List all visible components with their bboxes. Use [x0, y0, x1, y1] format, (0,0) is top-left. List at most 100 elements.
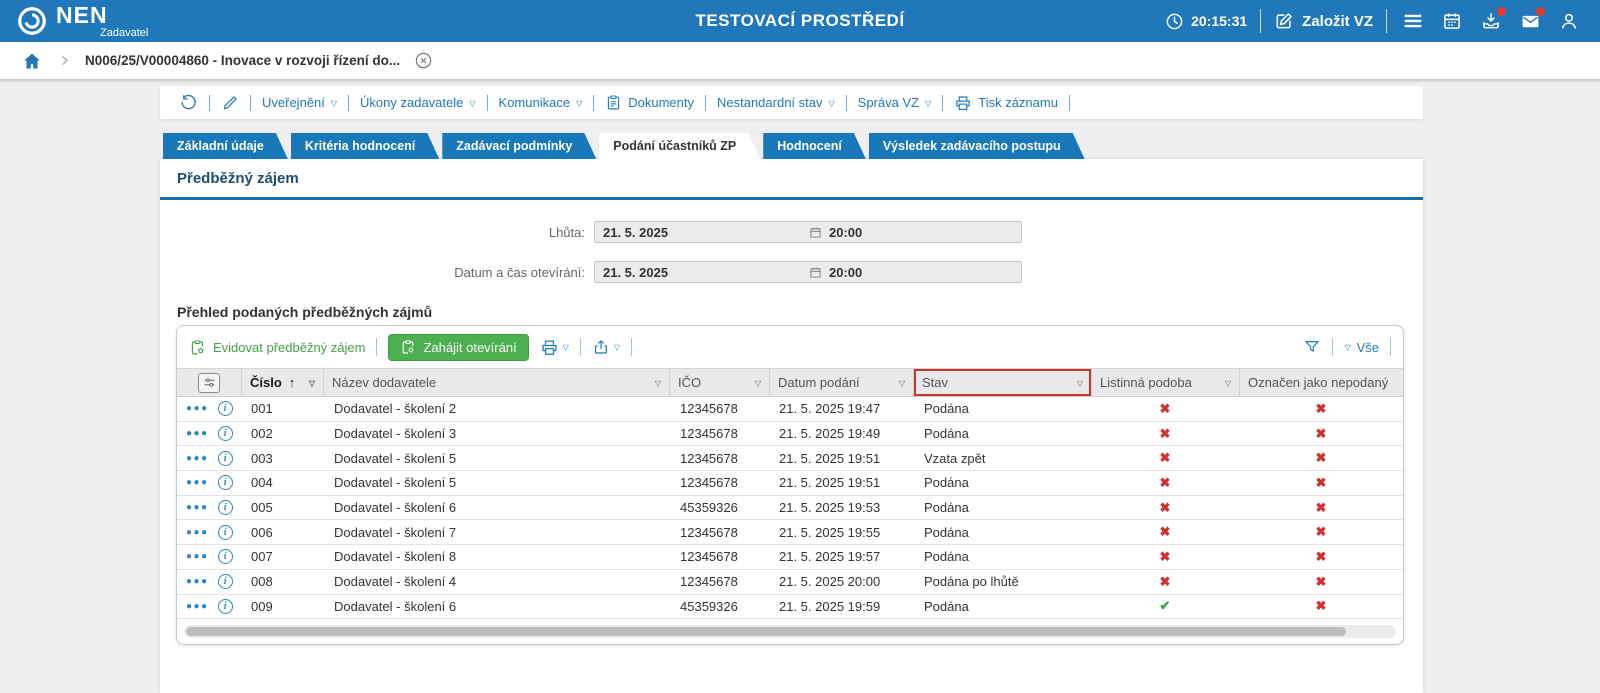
info-icon[interactable]: i [217, 524, 233, 540]
info-icon[interactable]: i [217, 426, 233, 442]
horizontal-scrollbar[interactable] [184, 625, 1396, 639]
cell-cislo: 003 [251, 450, 273, 466]
cell-listinna-mark: ✖ [1159, 425, 1171, 441]
zahajit-oteviranie-button[interactable]: Zahájit otevírání [388, 333, 529, 361]
chevron-down-icon: ▽ [330, 98, 338, 108]
lhuta-field[interactable]: 21. 5. 2025 20:00 [594, 221, 1022, 243]
info-icon[interactable]: i [217, 450, 233, 466]
oteviranie-date-value[interactable]: 21. 5. 2025 [603, 264, 669, 280]
info-icon[interactable]: i [217, 598, 233, 614]
table-row[interactable]: ●●● i 001 Dodavatel - školení 2 12345678… [177, 397, 1403, 422]
session-time: 20:15:31 [1191, 13, 1248, 29]
menu-tisk-zaznamu[interactable]: Tisk záznamu [943, 94, 1069, 112]
export-button[interactable]: ▽ [592, 338, 620, 356]
print-list-button[interactable]: ▽ [540, 338, 569, 357]
info-icon[interactable]: i [217, 500, 233, 516]
tab-vysledek-zadavaciho-postupu[interactable]: Výsledek zadávacího postupu [869, 133, 1085, 159]
tab-podani-ucastniku-zp[interactable]: Podání účastníků ZP [599, 133, 760, 159]
table-row[interactable]: ●●● i 003 Dodavatel - školení 5 12345678… [177, 446, 1403, 472]
row-actions-icon[interactable]: ●●● [186, 551, 209, 563]
menu-dokumenty[interactable]: Dokumenty [594, 94, 705, 111]
brand-name: NEN [56, 1, 108, 28]
export-icon [592, 338, 610, 356]
table-row[interactable]: ●●● i 004 Dodavatel - školení 5 12345678… [177, 471, 1403, 496]
column-header-stav[interactable]: Stav ▽ [913, 369, 1091, 396]
document-icon [605, 94, 622, 111]
tab-zakladni-udaje[interactable]: Základní údaje [163, 133, 288, 159]
cell-listinna-mark: ✖ [1159, 573, 1171, 589]
edit-record-button[interactable] [210, 94, 250, 112]
row-actions-icon[interactable]: ●●● [186, 428, 209, 440]
menu-uverejneni[interactable]: Uveřejnění ▽ [262, 95, 338, 110]
row-actions-icon[interactable]: ●●● [186, 477, 209, 489]
menu-komunikace[interactable]: Komunikace ▽ [498, 95, 583, 110]
row-actions-icon[interactable]: ●●● [186, 576, 209, 588]
table-body: ●●● i 001 Dodavatel - školení 2 12345678… [177, 397, 1403, 620]
download-icon[interactable] [1478, 7, 1506, 31]
cell-cislo: 009 [251, 598, 273, 614]
info-icon[interactable]: i [217, 401, 233, 417]
tab-hodnoceni[interactable]: Hodnocení [763, 133, 866, 159]
close-icon[interactable] [414, 51, 433, 70]
cell-ico: 12345678 [680, 475, 738, 491]
create-vz-button[interactable]: Založit VZ [1274, 11, 1373, 31]
cell-nepodany-mark: ✖ [1315, 548, 1327, 564]
column-header-datum[interactable]: Datum podání ▽ [769, 369, 913, 396]
breadcrumb-item[interactable]: N006/25/V00004860 - Inovace v rozvoji ří… [85, 53, 401, 68]
cell-stav: Podána [924, 401, 969, 417]
column-settings-icon[interactable] [198, 372, 220, 393]
filter-icon[interactable] [1303, 338, 1321, 356]
lhuta-date-value[interactable]: 21. 5. 2025 [603, 224, 669, 240]
oteviranie-time-value[interactable]: 20:00 [829, 264, 863, 280]
column-header-cislo[interactable]: Číslo ↑ ▽ [241, 369, 323, 396]
toolbar-divider [704, 94, 706, 111]
menu-sprava-vz[interactable]: Správa VZ ▽ [857, 95, 932, 110]
cell-ico: 45359326 [680, 500, 738, 516]
user-icon[interactable] [1556, 11, 1582, 31]
tab-kriteria-hodnoceni[interactable]: Kritéria hodnocení [291, 133, 439, 159]
menu-icon[interactable] [1400, 10, 1426, 32]
row-actions-icon[interactable]: ●●● [186, 403, 209, 415]
chevron-down-icon: ▽ [576, 98, 583, 108]
column-header-ico[interactable]: IČO ▽ [669, 369, 769, 396]
evidovat-button[interactable]: Evidovat předběžný zájem [189, 339, 365, 356]
cell-ico: 12345678 [680, 450, 738, 466]
clipboard-gear-icon [189, 339, 206, 356]
info-icon[interactable]: i [217, 549, 233, 565]
column-header-nazev[interactable]: Název dodavatele ▽ [323, 369, 669, 396]
calendar-icon[interactable] [1439, 11, 1465, 31]
history-button[interactable] [168, 93, 209, 112]
row-actions-icon[interactable]: ●●● [186, 452, 209, 464]
column-header-nepodany[interactable]: Označen jako nepodaný [1239, 369, 1403, 396]
scrollbar-thumb[interactable] [186, 627, 1346, 637]
lhuta-time-value[interactable]: 20:00 [829, 224, 863, 240]
cell-datum: 21. 5. 2025 19:53 [779, 500, 881, 516]
nen-brand[interactable]: NEN Zadavatel [16, 1, 148, 39]
info-icon[interactable]: i [217, 574, 233, 590]
table-row[interactable]: ●●● i 002 Dodavatel - školení 3 12345678… [177, 422, 1403, 447]
table-row[interactable]: ●●● i 005 Dodavatel - školení 6 45359326… [177, 496, 1403, 521]
filter-vse-dropdown[interactable]: ▽ Vše [1344, 339, 1379, 355]
menu-nestandardni-stav[interactable]: Nestandardní stav ▽ [716, 95, 835, 110]
cell-ico: 12345678 [680, 524, 738, 540]
cell-nepodany-mark: ✖ [1315, 598, 1327, 614]
row-actions-icon[interactable]: ●●● [186, 526, 209, 538]
cell-listinna-mark: ✖ [1159, 524, 1171, 540]
mail-icon[interactable] [1517, 6, 1545, 32]
home-icon[interactable] [22, 51, 42, 71]
info-icon[interactable]: i [217, 475, 233, 491]
toolbar-divider [486, 94, 488, 111]
table-row[interactable]: ●●● i 007 Dodavatel - školení 8 12345678… [177, 545, 1403, 570]
oteviranie-field[interactable]: 21. 5. 2025 20:00 [594, 261, 1022, 283]
cell-nepodany-mark: ✖ [1315, 524, 1327, 540]
tab-zadavaci-podminky[interactable]: Zadávací podmínky [442, 133, 596, 159]
column-header-listinna[interactable]: Listinná podoba ▽ [1091, 369, 1239, 396]
cell-cislo: 006 [251, 524, 273, 540]
row-actions-icon[interactable]: ●●● [186, 600, 209, 612]
table-row[interactable]: ●●● i 009 Dodavatel - školení 6 45359326… [177, 595, 1403, 620]
cell-datum: 21. 5. 2025 19:47 [779, 401, 881, 417]
row-actions-icon[interactable]: ●●● [186, 502, 209, 514]
table-row[interactable]: ●●● i 006 Dodavatel - školení 7 12345678… [177, 520, 1403, 546]
menu-ukony-zadavatele[interactable]: Úkony zadavatele ▽ [360, 95, 476, 110]
table-row[interactable]: ●●● i 008 Dodavatel - školení 4 12345678… [177, 570, 1403, 595]
